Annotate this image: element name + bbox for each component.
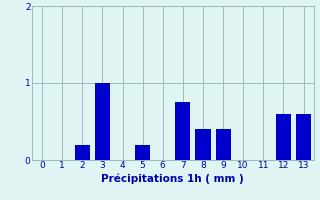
Bar bbox=[216, 129, 231, 160]
Bar bbox=[296, 114, 311, 160]
X-axis label: Précipitations 1h ( mm ): Précipitations 1h ( mm ) bbox=[101, 173, 244, 184]
Bar bbox=[196, 129, 211, 160]
Bar bbox=[175, 102, 190, 160]
Bar bbox=[135, 145, 150, 160]
Bar bbox=[276, 114, 291, 160]
Bar bbox=[75, 145, 90, 160]
Bar bbox=[95, 83, 110, 160]
